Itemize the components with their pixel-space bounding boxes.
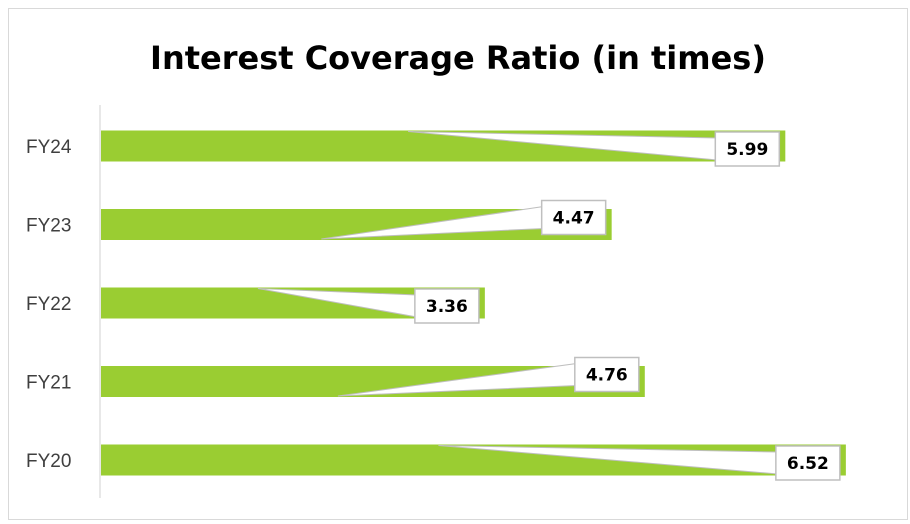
category-ticks-layer: FY24 FY23 FY22 FY21 FY20	[26, 137, 72, 472]
category-tick-label: FY23	[26, 216, 71, 237]
data-label: 3.36	[426, 297, 468, 317]
chart-frame: Interest Coverage Ratio (in times)	[8, 8, 908, 520]
category-tick-label: FY22	[26, 294, 71, 315]
data-label-box	[574, 356, 640, 393]
data-label: 4.76	[586, 366, 628, 386]
data-label: 6.52	[787, 454, 829, 474]
data-label-box	[414, 288, 480, 324]
category-tick-label: FY20	[26, 451, 71, 472]
chart-title: Interest Coverage Ratio (in times)	[150, 39, 766, 77]
data-label: 4.47	[553, 209, 595, 229]
data-label-box	[714, 131, 781, 167]
data-label-box	[540, 199, 607, 236]
data-label: 5.99	[726, 140, 768, 160]
data-labels-layer: 5.99 4.47 3.36 4.76 6.52	[414, 131, 841, 481]
leader-lines-layer	[257, 131, 779, 475]
category-tick-label: FY24	[26, 137, 72, 158]
category-tick-label: FY21	[26, 373, 71, 394]
data-label-box	[775, 445, 841, 481]
